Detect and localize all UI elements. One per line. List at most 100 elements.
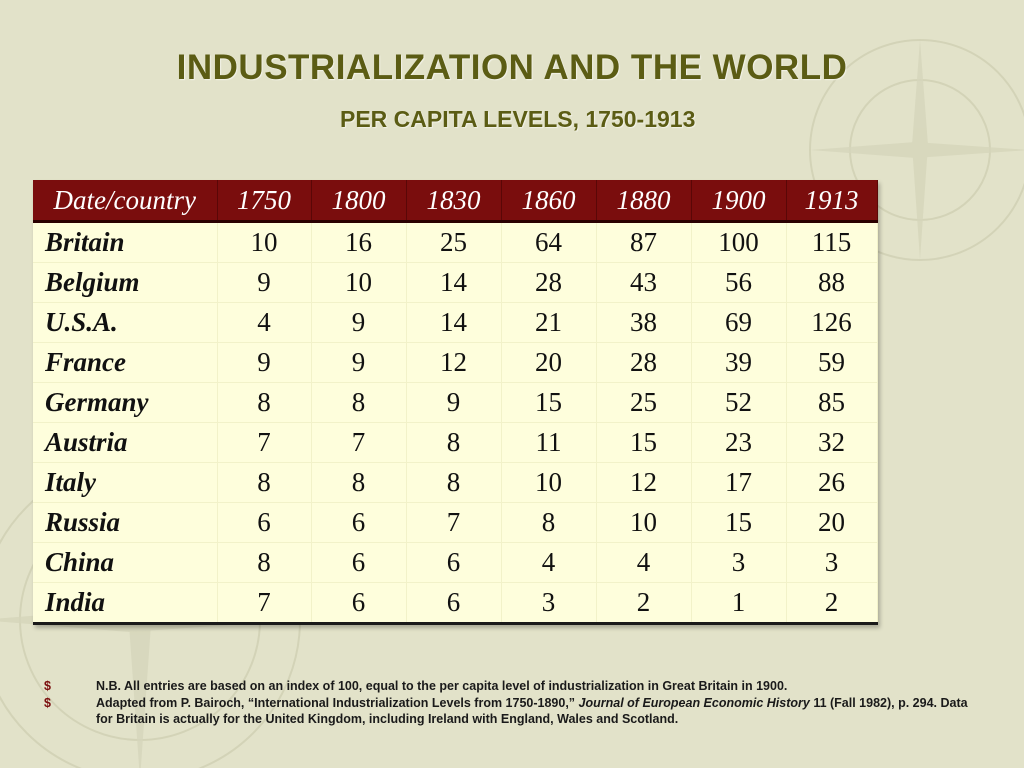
table-row: Germany 8 8 9 15 25 52 85: [33, 382, 878, 423]
dollar-bullet-icon: $: [44, 696, 51, 710]
footnote-item: $ N.B. All entries are based on an index…: [44, 678, 974, 694]
table-cell: 10: [596, 502, 692, 543]
table-cell: 23: [691, 422, 787, 463]
table-cell: 6: [311, 542, 407, 583]
table-row: U.S.A. 4 9 14 21 38 69 126: [33, 302, 878, 343]
table-cell: 9: [311, 342, 407, 383]
table-cell: 14: [406, 262, 502, 303]
table-cell: 126: [786, 302, 878, 343]
table-cell: 6: [217, 502, 312, 543]
slide-subtitle: PER CAPITA LEVELS, 1750-1913: [340, 106, 696, 132]
country-name: France: [33, 342, 218, 383]
journal-title: Journal of European Economic History: [578, 696, 810, 710]
table-cell: 3: [786, 542, 878, 583]
country-name: Austria: [33, 422, 218, 463]
table-cell: 69: [691, 302, 787, 343]
header-date-country: Date/country: [33, 180, 218, 223]
footnote-item: $ Adapted from P. Bairoch, “Internationa…: [44, 695, 974, 727]
table-row: Austria 7 7 8 11 15 23 32: [33, 422, 878, 463]
table-cell: 7: [406, 502, 502, 543]
table-cell: 26: [786, 462, 878, 503]
table-cell: 16: [311, 221, 407, 263]
table-cell: 11: [501, 422, 597, 463]
table-cell: 52: [691, 382, 787, 423]
table-cell: 8: [311, 462, 407, 503]
table-cell: 20: [501, 342, 597, 383]
table-row: Britain 10 16 25 64 87 100 115: [33, 221, 878, 263]
table-cell: 38: [596, 302, 692, 343]
table-cell: 56: [691, 262, 787, 303]
country-name: U.S.A.: [33, 302, 218, 343]
header-1830: 1830: [406, 180, 502, 223]
country-name: Italy: [33, 462, 218, 503]
table-cell: 15: [691, 502, 787, 543]
table-cell: 25: [406, 221, 502, 263]
table-header-row: Date/country 1750 1800 1830 1860 1880 19…: [33, 180, 878, 223]
table-row: China 8 6 6 4 4 3 3: [33, 542, 878, 583]
country-name: Russia: [33, 502, 218, 543]
table-cell: 1: [691, 582, 787, 625]
table-cell: 59: [786, 342, 878, 383]
slide-title: INDUSTRIALIZATION AND THE WORLD: [176, 48, 848, 87]
table-cell: 115: [786, 221, 878, 263]
header-1913: 1913: [786, 180, 878, 223]
table-cell: 10: [217, 221, 312, 263]
table-cell: 17: [691, 462, 787, 503]
header-1800: 1800: [311, 180, 407, 223]
footnotes: $ N.B. All entries are based on an index…: [44, 678, 974, 728]
table-cell: 9: [217, 342, 312, 383]
table-row: Belgium 9 10 14 28 43 56 88: [33, 262, 878, 303]
table-cell: 4: [217, 302, 312, 343]
table-cell: 12: [406, 342, 502, 383]
table-cell: 15: [501, 382, 597, 423]
table-cell: 64: [501, 221, 597, 263]
header-1750: 1750: [217, 180, 312, 223]
country-name: Britain: [33, 221, 218, 263]
table-cell: 7: [217, 582, 312, 625]
country-name: China: [33, 542, 218, 583]
table-cell: 85: [786, 382, 878, 423]
table-cell: 2: [596, 582, 692, 625]
table-cell: 9: [311, 302, 407, 343]
table-row: France 9 9 12 20 28 39 59: [33, 342, 878, 383]
table-cell: 4: [501, 542, 597, 583]
table-cell: 6: [406, 582, 502, 625]
table-cell: 39: [691, 342, 787, 383]
table-cell: 3: [501, 582, 597, 625]
table-cell: 100: [691, 221, 787, 263]
table-row: Russia 6 6 7 8 10 15 20: [33, 502, 878, 543]
table-cell: 32: [786, 422, 878, 463]
table-cell: 8: [406, 462, 502, 503]
table-cell: 9: [406, 382, 502, 423]
table-cell: 8: [501, 502, 597, 543]
table-cell: 28: [501, 262, 597, 303]
source-text-continued: 11 (Fall 1982), p. 294. Data for Britain…: [96, 696, 968, 726]
table-cell: 25: [596, 382, 692, 423]
table-cell: 7: [311, 422, 407, 463]
table-cell: 6: [406, 542, 502, 583]
table-cell: 8: [217, 542, 312, 583]
table-row: India 7 6 6 3 2 1 2: [33, 582, 878, 625]
table-cell: 10: [501, 462, 597, 503]
source-text: Adapted from P. Bairoch, “International …: [96, 696, 579, 710]
dollar-bullet-icon: $: [44, 679, 51, 693]
header-1880: 1880: [596, 180, 692, 223]
table-cell: 9: [217, 262, 312, 303]
table-cell: 10: [311, 262, 407, 303]
table-cell: 28: [596, 342, 692, 383]
header-1900: 1900: [691, 180, 787, 223]
industrialization-table: Date/country 1750 1800 1830 1860 1880 19…: [33, 180, 878, 625]
table-cell: 88: [786, 262, 878, 303]
table-cell: 7: [217, 422, 312, 463]
table-cell: 6: [311, 582, 407, 625]
table-row: Italy 8 8 8 10 12 17 26: [33, 462, 878, 503]
table-cell: 21: [501, 302, 597, 343]
footnote-text: Adapted from P. Bairoch, “International …: [96, 695, 974, 727]
table-cell: 15: [596, 422, 692, 463]
table-cell: 43: [596, 262, 692, 303]
table-cell: 2: [786, 582, 878, 625]
table-cell: 87: [596, 221, 692, 263]
table-cell: 8: [217, 462, 312, 503]
table-cell: 8: [217, 382, 312, 423]
table-cell: 8: [406, 422, 502, 463]
